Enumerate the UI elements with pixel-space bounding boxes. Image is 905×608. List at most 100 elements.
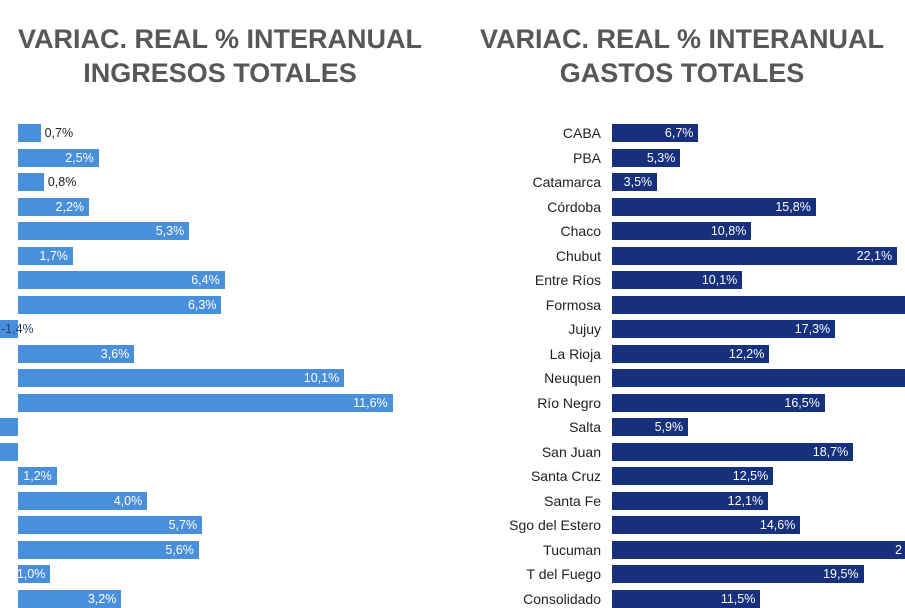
bar bbox=[0, 418, 18, 436]
category-label: Entre Ríos bbox=[534, 272, 601, 288]
value-label: 5,9% bbox=[654, 420, 684, 434]
bar bbox=[18, 393, 393, 412]
value-label: 0,7% bbox=[44, 126, 74, 140]
category-label: Tucuman bbox=[543, 541, 601, 558]
category-label: Salta bbox=[569, 419, 601, 435]
bar bbox=[612, 369, 905, 387]
bar bbox=[18, 344, 135, 363]
bar bbox=[0, 442, 18, 461]
value-label: 1,7% bbox=[39, 248, 68, 263]
bar bbox=[18, 516, 203, 534]
bar bbox=[612, 173, 658, 191]
value-label: 1,0% bbox=[16, 567, 46, 581]
bar bbox=[612, 295, 905, 314]
right-title-line-2: GASTOS TOTALES bbox=[559, 58, 805, 88]
bar bbox=[18, 540, 199, 559]
value-label: 5,6% bbox=[165, 542, 194, 557]
bar bbox=[612, 246, 898, 265]
bar bbox=[18, 565, 51, 583]
value-label: 18,7% bbox=[812, 444, 849, 459]
value-label: 0,8% bbox=[47, 175, 77, 189]
category-label: Chubut bbox=[555, 247, 601, 264]
value-label: 2 bbox=[895, 542, 902, 557]
category-label: T del Fuego bbox=[526, 566, 601, 582]
bar bbox=[612, 418, 689, 436]
bar bbox=[612, 516, 801, 534]
category-label: CABA bbox=[562, 125, 601, 141]
category-label: Formosa bbox=[545, 296, 601, 313]
value-label: 19,5% bbox=[823, 567, 859, 581]
category-label: Jujuy bbox=[568, 321, 601, 337]
bar bbox=[0, 320, 18, 338]
category-label: Consolidado bbox=[523, 590, 601, 607]
value-label: 1,2% bbox=[23, 469, 52, 483]
category-label: Chaco bbox=[560, 223, 601, 239]
value-label: 12,2% bbox=[728, 346, 765, 361]
value-label: 15,8% bbox=[775, 199, 811, 214]
value-label: 12,1% bbox=[727, 493, 764, 508]
bar bbox=[612, 540, 905, 559]
value-label: 17,3% bbox=[794, 322, 831, 336]
bar bbox=[18, 173, 44, 191]
bar bbox=[612, 320, 836, 338]
value-label: 10,1% bbox=[303, 371, 340, 385]
bar bbox=[18, 148, 99, 167]
bar bbox=[18, 491, 148, 510]
category-label: Córdoba bbox=[547, 198, 601, 215]
category-label: La Rioja bbox=[549, 345, 601, 362]
bar bbox=[18, 369, 345, 387]
bar bbox=[612, 467, 774, 485]
category-label: Neuquen bbox=[544, 370, 601, 386]
category-label: Santa Cruz bbox=[530, 468, 601, 484]
category-label: PBA bbox=[572, 149, 601, 166]
value-label: 10,8% bbox=[710, 224, 747, 238]
bar bbox=[612, 148, 681, 167]
value-label: 5,3% bbox=[646, 150, 676, 165]
value-label: 16,5% bbox=[784, 395, 820, 410]
bar bbox=[612, 442, 854, 461]
value-label: 6,4% bbox=[191, 273, 220, 287]
bar bbox=[612, 565, 864, 583]
left-title-line-1: VARIAC. REAL % INTERANUAL bbox=[17, 24, 422, 54]
bar bbox=[612, 222, 752, 240]
category-label: Sgo del Estero bbox=[509, 517, 601, 533]
bar bbox=[18, 124, 41, 142]
value-label: 10,1% bbox=[701, 273, 738, 287]
bar bbox=[18, 222, 190, 240]
bar bbox=[612, 271, 743, 289]
bar bbox=[18, 295, 222, 314]
value-label: 3,5% bbox=[623, 175, 653, 189]
value-label: 5,7% bbox=[168, 518, 198, 532]
value-label: 5,3% bbox=[155, 224, 185, 238]
right-chart-title: VARIAC. REAL % INTERANUAL GASTOS TOTALES bbox=[462, 22, 902, 90]
value-label: 2,2% bbox=[55, 199, 85, 214]
right-title-line-1: VARIAC. REAL % INTERANUAL bbox=[479, 24, 884, 54]
value-label: 4,0% bbox=[113, 493, 143, 508]
bar bbox=[612, 344, 770, 363]
category-label: Río Negro bbox=[537, 394, 601, 411]
bar bbox=[18, 467, 57, 485]
value-label: 12,5% bbox=[732, 469, 769, 483]
value-label: 22,1% bbox=[856, 248, 893, 263]
left-chart-title: VARIAC. REAL % INTERANUAL INGRESOS TOTAL… bbox=[0, 22, 440, 90]
bar bbox=[612, 124, 699, 142]
bar bbox=[18, 271, 225, 289]
value-label: 2,5% bbox=[65, 150, 94, 165]
bar bbox=[18, 246, 73, 265]
value-label: 6,3% bbox=[187, 297, 217, 312]
bar bbox=[18, 197, 90, 216]
value-label: 11,6% bbox=[353, 395, 388, 410]
bar bbox=[612, 491, 769, 510]
category-label: Catamarca bbox=[532, 174, 601, 190]
value-label: -1,4% bbox=[1, 322, 34, 336]
bar bbox=[612, 393, 825, 412]
value-label: 6,7% bbox=[664, 126, 694, 140]
left-title-line-2: INGRESOS TOTALES bbox=[83, 58, 357, 88]
category-label: Santa Fe bbox=[544, 492, 601, 509]
value-label: 3,6% bbox=[100, 346, 130, 361]
category-label: San Juan bbox=[541, 443, 601, 460]
bar bbox=[612, 197, 816, 216]
value-label: 11,5% bbox=[720, 591, 756, 606]
value-label: 14,6% bbox=[759, 518, 796, 532]
value-label: 3,2% bbox=[87, 591, 117, 606]
